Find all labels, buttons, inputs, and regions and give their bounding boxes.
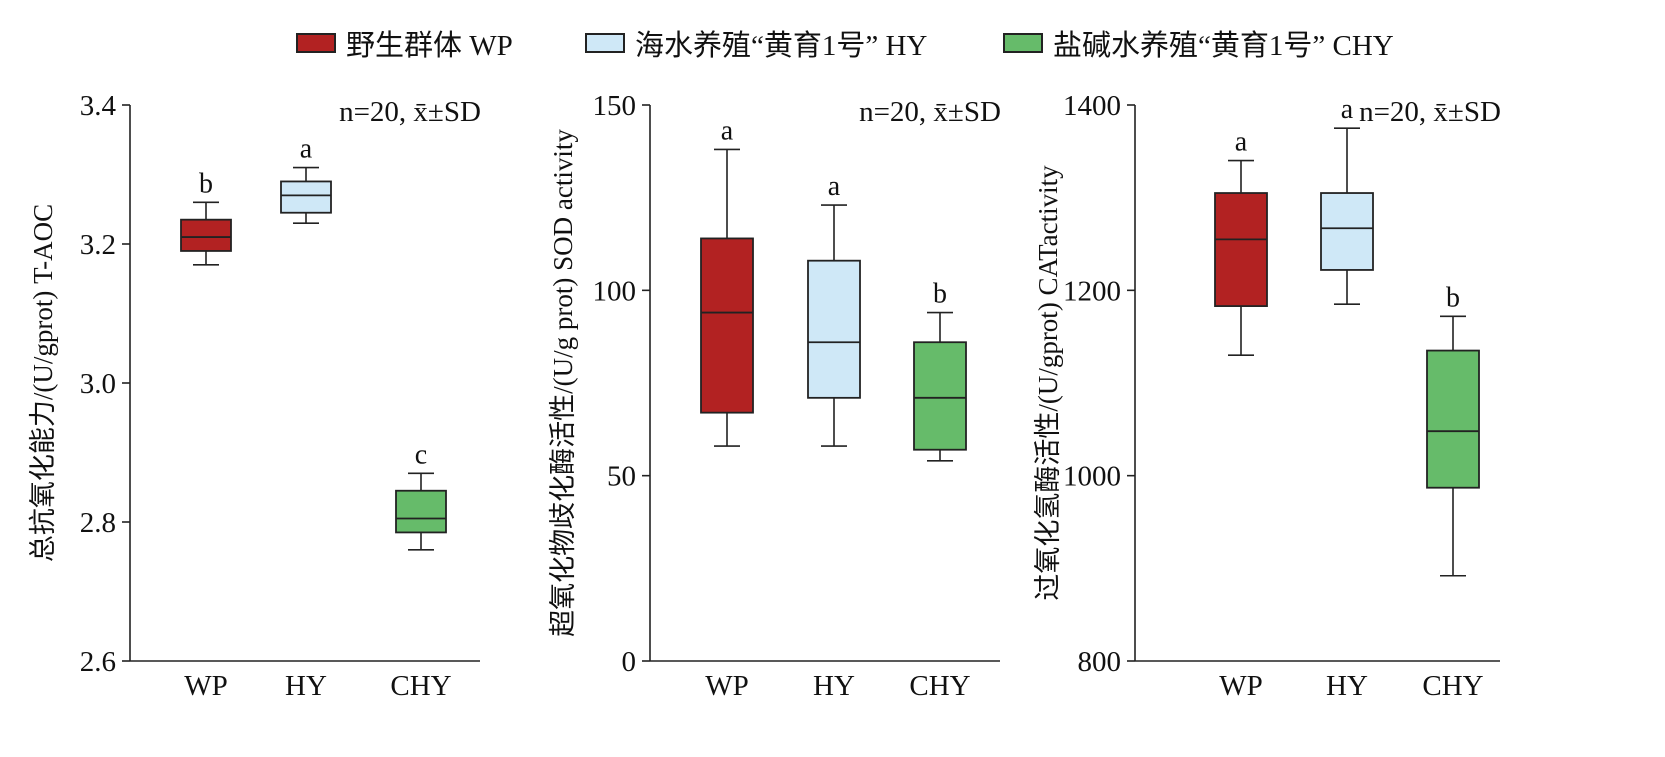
- x-tick-label: HY: [813, 670, 855, 702]
- x-tick-label: HY: [285, 670, 327, 702]
- y-axis-title: 过氧化氢酶活性/(U/gprot) CATactivity: [1033, 165, 1063, 601]
- significance-letter: a: [1235, 127, 1248, 158]
- significance-letter: a: [828, 171, 841, 202]
- y-tick-label: 0: [622, 646, 637, 678]
- y-tick-label: 100: [593, 275, 637, 307]
- box-chy: [1426, 349, 1480, 489]
- y-tick-label: 1200: [1063, 275, 1121, 307]
- box-chy: [913, 341, 967, 451]
- significance-letter: b: [199, 168, 213, 199]
- box-wp: [1214, 192, 1268, 307]
- box-wp: [700, 237, 754, 414]
- significance-letter: a: [300, 134, 313, 165]
- box-hy: [280, 180, 332, 214]
- legend-label-wp: 野生群体 WP: [346, 30, 513, 62]
- legend-swatch-hy: [585, 33, 625, 53]
- y-axis-title: 超氧化物歧化酶活性/(U/g prot) SOD activity: [548, 129, 578, 637]
- stats-annotation: n=20, x̄±SD: [859, 96, 1001, 128]
- y-tick-label: 3.4: [80, 90, 117, 122]
- legend-item-hy: 海水养殖“黄育1号” HY: [585, 18, 927, 68]
- y-tick-label: 50: [607, 461, 636, 493]
- stats-annotation: n=20, x̄±SD: [1359, 96, 1501, 128]
- y-tick-label: 3.0: [80, 368, 116, 400]
- y-tick-label: 1400: [1063, 90, 1121, 122]
- x-tick-label: WP: [184, 670, 228, 702]
- y-tick-label: 1000: [1063, 461, 1121, 493]
- legend-swatch-chy: [1003, 33, 1043, 53]
- y-tick-label: 2.8: [80, 507, 116, 539]
- legend-label-hy: 海水养殖“黄育1号” HY: [635, 30, 928, 62]
- legend-swatch-wp: [296, 33, 336, 53]
- y-tick-label: 3.2: [80, 229, 116, 261]
- legend-label-chy: 盐碱水养殖“黄育1号” CHY: [1053, 30, 1394, 62]
- significance-letter: a: [1341, 94, 1354, 125]
- box-hy: [807, 259, 861, 399]
- x-tick-label: CHY: [1422, 670, 1483, 702]
- box-chy: [395, 489, 447, 534]
- x-tick-label: CHY: [390, 670, 451, 702]
- x-tick-label: HY: [1326, 670, 1368, 702]
- y-tick-label: 800: [1078, 646, 1122, 678]
- x-tick-label: WP: [705, 670, 749, 702]
- chart-legend: 野生群体 WP 海水养殖“黄育1号” HY 盐碱水养殖“黄育1号” CHY: [0, 18, 1665, 68]
- box-wp: [180, 218, 232, 252]
- y-tick-label: 2.6: [80, 646, 116, 678]
- stats-annotation: n=20, x̄±SD: [339, 96, 481, 128]
- box-hy: [1320, 192, 1374, 271]
- y-axis-title: 总抗氧化能力/(U/gprot) T-AOC: [28, 204, 58, 562]
- y-tick-label: 150: [593, 90, 637, 122]
- significance-letter: b: [933, 279, 947, 310]
- x-tick-label: CHY: [909, 670, 970, 702]
- significance-letter: a: [721, 115, 734, 146]
- x-tick-label: WP: [1219, 670, 1263, 702]
- legend-item-chy: 盐碱水养殖“黄育1号” CHY: [1003, 18, 1394, 68]
- significance-letter: b: [1446, 282, 1460, 313]
- legend-item-wp: 野生群体 WP: [296, 18, 513, 68]
- significance-letter: c: [415, 439, 427, 470]
